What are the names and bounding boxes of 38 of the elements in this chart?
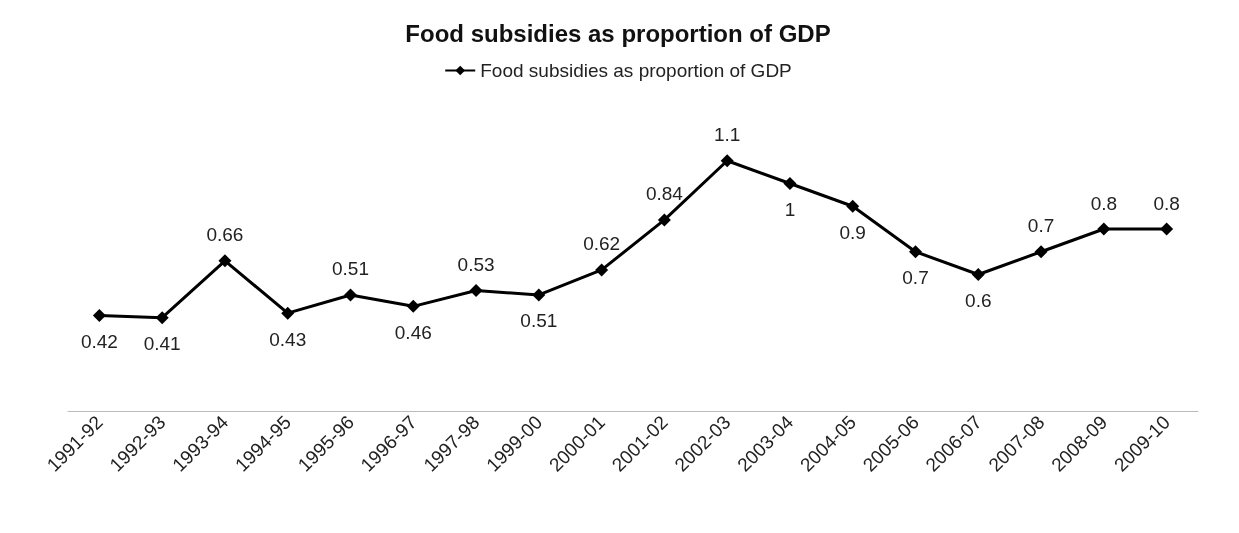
data-label: 0.42 <box>80 330 118 352</box>
point <box>281 306 295 320</box>
point <box>92 308 106 322</box>
data-label: 0.7 <box>1027 215 1055 237</box>
point <box>783 177 797 190</box>
data-label: 0.8 <box>1153 192 1180 214</box>
point <box>406 299 420 313</box>
data-label: 0.6 <box>965 290 992 311</box>
data-label: 0.43 <box>269 328 307 350</box>
point <box>1034 245 1048 259</box>
data-label: 0.62 <box>583 233 621 255</box>
data-label: 1 <box>784 199 796 220</box>
data-label: 0.51 <box>520 310 558 332</box>
point <box>846 199 860 213</box>
data-label: 0.9 <box>839 221 866 243</box>
point <box>720 154 734 168</box>
point <box>1160 222 1174 236</box>
point <box>909 245 922 259</box>
data-label: 0.8 <box>1090 192 1118 214</box>
point <box>657 213 671 227</box>
data-label: 0.51 <box>332 258 369 280</box>
point <box>218 254 232 268</box>
data-label: 0.84 <box>645 183 684 205</box>
point <box>971 268 985 281</box>
point <box>469 283 483 297</box>
data-label: 0.66 <box>206 224 244 246</box>
point <box>155 311 169 325</box>
point <box>595 263 609 277</box>
data-label: 0.41 <box>143 333 181 355</box>
point <box>344 288 357 302</box>
legend-label: Food subsidies as proportion of GDP <box>480 60 792 81</box>
point <box>532 288 546 302</box>
data-label: 0.53 <box>457 253 495 275</box>
data-label: 1.1 <box>713 124 741 146</box>
chart-title: Food subsidies as proportion of GDP <box>405 19 831 47</box>
point <box>1097 222 1111 236</box>
data-label: 0.7 <box>902 267 929 289</box>
data-label: 0.46 <box>394 321 432 343</box>
